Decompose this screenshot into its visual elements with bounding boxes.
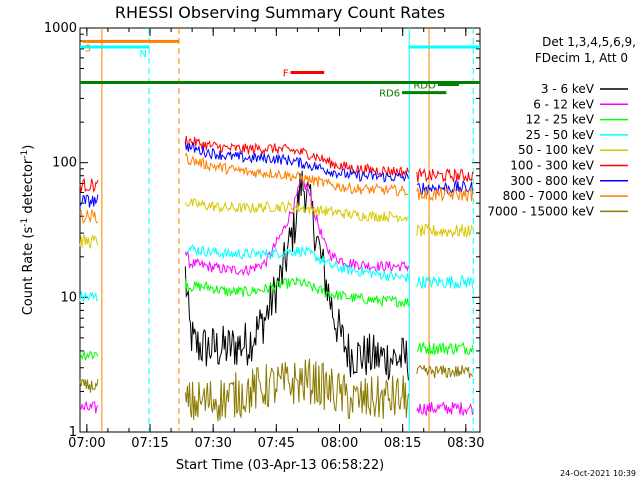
series-pre-segment xyxy=(79,291,99,303)
series-pre-segment xyxy=(79,178,99,193)
flag-label: RDO xyxy=(413,81,436,92)
series-line xyxy=(184,151,409,197)
flag-label: S xyxy=(85,43,91,54)
x-tick-label: 07:30 xyxy=(194,436,231,451)
saa-markers xyxy=(101,28,474,432)
series-post-segment xyxy=(416,341,474,356)
observing-flags: S N F RDO RD6 xyxy=(80,39,480,100)
x-axis-label: Start Time (03-Apr-13 06:58:22) xyxy=(176,458,384,473)
legend-entry-label: 12 - 25 keV xyxy=(526,113,595,127)
footer-date: 24-Oct-2021 10:39 xyxy=(560,469,636,478)
series-line xyxy=(184,135,409,177)
chart-title: RHESSI Observing Summary Count Rates xyxy=(115,3,445,22)
series-post-segment xyxy=(416,187,474,203)
series-post-segment xyxy=(416,179,474,195)
series-line xyxy=(184,197,409,223)
y-tick-label: 1000 xyxy=(44,21,77,36)
y-tick-label: 1 xyxy=(69,425,77,440)
x-tick-label: 07:15 xyxy=(131,436,168,451)
series-post-segment xyxy=(416,167,474,183)
flag-label: F xyxy=(283,68,289,79)
y-tick-label: 100 xyxy=(52,156,77,171)
plot-frame xyxy=(79,27,481,433)
legend-entry-label: 50 - 100 keV xyxy=(518,143,595,157)
legend-entry-label: 800 - 7000 keV xyxy=(503,189,595,203)
series-line xyxy=(184,176,409,277)
x-tick-label: 08:15 xyxy=(384,436,421,451)
series-pre-segment xyxy=(79,400,99,414)
series-line xyxy=(184,358,409,422)
legend-entry-label: 7000 - 15000 keV xyxy=(487,204,594,218)
y-axis-label: Count Rate (s-1 detector-1) xyxy=(20,145,36,316)
legend-entry-label: 25 - 50 keV xyxy=(526,128,595,142)
legend-header-line-1: Det 1,3,4,5,6,9, xyxy=(542,35,636,49)
legend: Det 1,3,4,5,6,9, FDecim 1, Att 0 3 - 6 k… xyxy=(487,35,636,218)
flag-label: N xyxy=(139,49,146,60)
series-post-segment xyxy=(416,273,474,289)
legend-entry-label: 6 - 12 keV xyxy=(533,97,595,111)
x-tick-label: 07:45 xyxy=(258,436,295,451)
legend-entry-label: 100 - 300 keV xyxy=(510,159,594,173)
series-lines xyxy=(79,135,474,422)
series-post-segment xyxy=(416,223,474,239)
series-post-segment xyxy=(416,401,474,417)
x-tick-label: 08:00 xyxy=(321,436,358,451)
x-axis-ticks: 07:00 07:15 07:30 07:45 08:00 08:15 08:30 xyxy=(68,28,485,451)
legend-header-line-2: FDecim 1, Att 0 xyxy=(535,51,628,65)
series-pre-segment xyxy=(79,233,99,250)
series-pre-segment xyxy=(79,350,99,361)
series-pre-segment xyxy=(79,194,99,208)
series-pre-segment xyxy=(79,378,99,393)
legend-entry-label: 300 - 800 keV xyxy=(510,174,594,188)
y-tick-label: 10 xyxy=(60,290,77,305)
series-pre-segment xyxy=(79,208,99,224)
legend-entry-label: 3 - 6 keV xyxy=(541,82,595,96)
series-line xyxy=(184,170,409,381)
series-line xyxy=(184,141,409,183)
series-line xyxy=(185,244,409,283)
flag-label: RD6 xyxy=(379,89,400,100)
series-line xyxy=(184,277,409,308)
x-tick-label: 07:00 xyxy=(68,436,105,451)
x-tick-label: 08:30 xyxy=(447,436,484,451)
series-post-segment xyxy=(416,364,474,379)
